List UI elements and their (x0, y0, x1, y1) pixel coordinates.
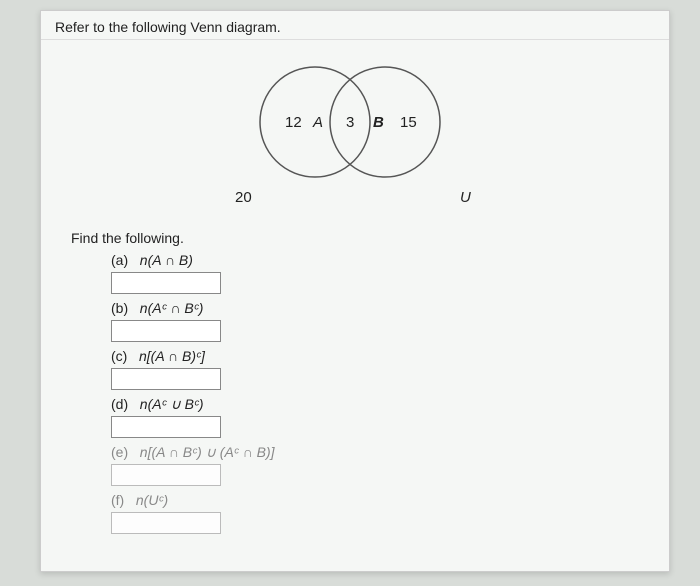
answer-input-f[interactable] (111, 512, 221, 534)
question-label: (e) n[(A ∩ Bᶜ) ∪ (Aᶜ ∩ B)] (111, 444, 275, 461)
venn-only-b-value: 15 (400, 114, 417, 131)
question-list: (a) n(A ∩ B) (b) n(Aᶜ ∩ Bᶜ) (c) n[(A ∩ B… (41, 252, 669, 534)
venn-only-a-value: 12 (285, 114, 302, 131)
answer-input-d[interactable] (111, 416, 221, 438)
question-row: (c) n[(A ∩ B)ᶜ] (111, 348, 655, 390)
question-label: (b) n(Aᶜ ∩ Bᶜ) (111, 300, 203, 316)
question-prefix: (b) (111, 300, 128, 316)
question-label: (f) n(Uᶜ) (111, 492, 168, 508)
question-prefix: (d) (111, 396, 128, 412)
instruction-text: Refer to the following Venn diagram. (41, 11, 669, 40)
answer-input-a[interactable] (111, 272, 221, 294)
find-heading: Find the following. (41, 230, 669, 252)
answer-input-c[interactable] (111, 368, 221, 390)
question-row: (a) n(A ∩ B) (111, 252, 655, 294)
question-expression: n[(A ∩ Bᶜ) ∪ (Aᶜ ∩ B)] (140, 444, 275, 460)
venn-set-a-label: A (312, 114, 323, 131)
page-container: Refer to the following Venn diagram. 12 … (40, 10, 670, 572)
question-row: (f) n(Uᶜ) (111, 492, 655, 534)
venn-intersect-value: 3 (346, 114, 354, 131)
question-expression: n(Aᶜ ∩ Bᶜ) (140, 300, 204, 316)
question-row: (d) n(Aᶜ ∪ Bᶜ) (111, 396, 655, 438)
answer-input-e[interactable] (111, 464, 221, 486)
answer-input-b[interactable] (111, 320, 221, 342)
question-prefix: (f) (111, 492, 124, 508)
venn-diagram: 12 A 3 B 15 20 U (205, 52, 505, 222)
question-label: (c) n[(A ∩ B)ᶜ] (111, 348, 205, 364)
question-expression: n(A ∩ B) (140, 252, 193, 268)
venn-set-b-label: B (373, 114, 384, 131)
question-label: (a) n(A ∩ B) (111, 252, 193, 268)
question-expression: n(Uᶜ) (136, 492, 168, 508)
question-row: (e) n[(A ∩ Bᶜ) ∪ (Aᶜ ∩ B)] (111, 444, 655, 486)
question-prefix: (e) (111, 444, 128, 460)
question-prefix: (c) (111, 348, 127, 364)
venn-outside-value: 20 (235, 189, 252, 206)
question-prefix: (a) (111, 252, 128, 268)
question-row: (b) n(Aᶜ ∩ Bᶜ) (111, 300, 655, 342)
question-label: (d) n(Aᶜ ∪ Bᶜ) (111, 396, 204, 413)
question-expression: n(Aᶜ ∪ Bᶜ) (140, 396, 204, 412)
venn-universe-label: U (460, 189, 471, 206)
question-expression: n[(A ∩ B)ᶜ] (139, 348, 205, 364)
